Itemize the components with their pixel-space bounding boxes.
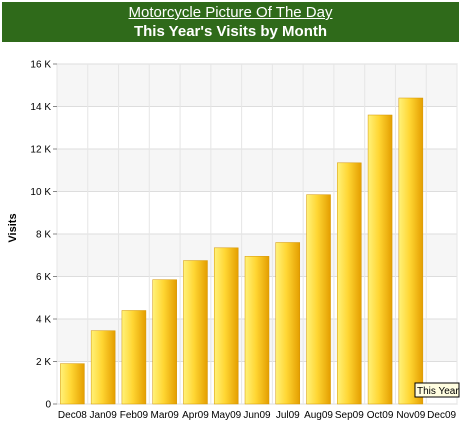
x-tick-label: Jun09 [243,410,271,421]
y-tick-label: 0 [45,400,51,411]
bar-jun09[interactable] [244,256,270,405]
grid-band [57,64,457,107]
grid-band [57,149,457,192]
chart-title: This Year's Visits by Month [133,23,328,40]
y-axis-label: Visits [7,213,19,242]
y-tick-label: 4 K [36,315,51,326]
site-title-link[interactable]: Motorcycle Picture Of The Day [128,4,333,21]
bar-mar09[interactable] [152,279,177,405]
y-tick-label: 2 K [36,357,51,368]
x-axis-ticks: Dec08 Jan09 Feb09 Mar09 Apr09 May09 Jun09 Jul09… [58,410,457,421]
y-axis-ticks: 0 2 K 4 K 6 K 8 K 10 K 12 K 14 K 16 K [30,60,57,411]
bars-group [60,97,424,405]
x-tick-label: Dec08 [58,410,87,421]
tooltip: This Year [414,382,460,398]
x-tick-label: Mar09 [151,410,180,421]
y-tick-label: 16 K [30,60,51,71]
bar-apr09[interactable] [183,260,208,405]
y-tick-label: 12 K [30,145,51,156]
bar-feb09[interactable] [121,310,147,405]
x-tick-label: Oct09 [367,410,394,421]
x-tick-label: Dec09 [427,410,456,421]
x-tick-label: Jul09 [276,410,300,421]
bar-aug09[interactable] [306,194,331,405]
x-tick-label: Jan09 [90,410,118,421]
bar-jan09[interactable] [90,330,116,405]
x-tick-label: May09 [211,410,241,421]
chart-header-banner: Motorcycle Picture Of The Day This Year'… [2,2,459,42]
x-tick-label: Sep09 [335,410,364,421]
bar-sep09[interactable] [337,162,362,405]
bar-dec08[interactable] [60,363,85,405]
x-tick-label: Apr09 [182,410,209,421]
bar-jul09[interactable] [275,242,301,405]
y-tick-label: 10 K [30,187,51,198]
bar-nov09[interactable] [398,97,424,405]
y-tick-label: 6 K [36,272,51,283]
y-tick-label: 8 K [36,230,51,241]
y-tick-label: 14 K [30,102,51,113]
x-tick-label: Nov09 [396,410,425,421]
x-tick-label: Feb09 [120,410,149,421]
tooltip-text: This Year [417,386,459,397]
bar-oct09[interactable] [367,114,393,405]
x-tick-label: Aug09 [304,410,333,421]
bar-may09[interactable] [213,247,239,405]
